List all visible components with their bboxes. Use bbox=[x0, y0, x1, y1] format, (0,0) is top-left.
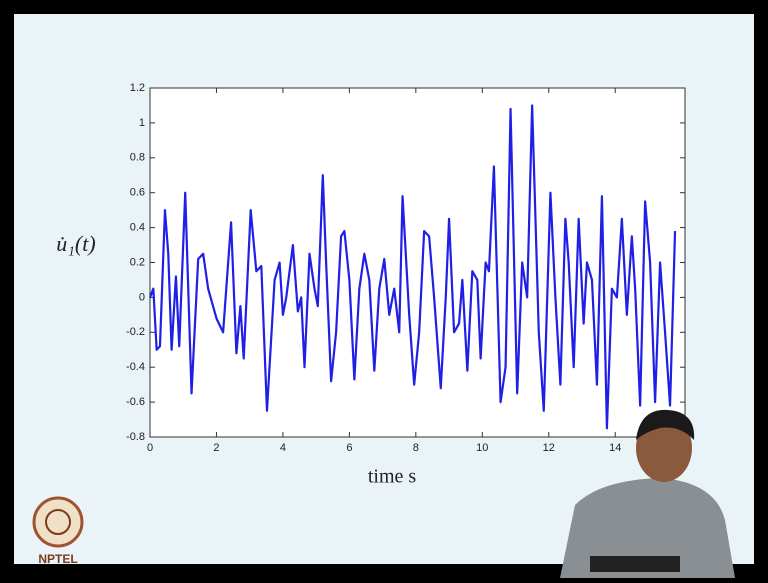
x-tick-label: 0 bbox=[147, 442, 153, 454]
logo-inner bbox=[45, 509, 71, 535]
y-tick-label: 0.4 bbox=[130, 222, 145, 234]
data-line bbox=[148, 104, 677, 430]
plot-area bbox=[149, 87, 686, 438]
x-tick-label: 12 bbox=[543, 442, 555, 454]
y-tick-label: 0.2 bbox=[130, 256, 145, 268]
presenter-shirt bbox=[560, 478, 735, 578]
x-tick-label: 2 bbox=[213, 442, 219, 454]
x-tick-label: 14 bbox=[609, 442, 621, 454]
y-tick-label: -0.2 bbox=[126, 326, 145, 338]
logo-circle bbox=[32, 496, 84, 548]
y-tick-label: 0.6 bbox=[130, 187, 145, 199]
x-tick-label: 4 bbox=[280, 442, 286, 454]
y-tick-label: -0.4 bbox=[126, 361, 145, 373]
laptop bbox=[590, 556, 680, 572]
y-tick-label: 0.8 bbox=[130, 152, 145, 164]
y-tick-label: -0.6 bbox=[126, 396, 145, 408]
y-tick-label: 0 bbox=[139, 291, 145, 303]
x-axis-label: time s bbox=[368, 466, 417, 488]
y-tick-label: 1 bbox=[139, 117, 145, 129]
presenter bbox=[560, 409, 735, 578]
x-tick-label: 8 bbox=[413, 442, 419, 454]
y-tick-label: -0.8 bbox=[126, 431, 145, 443]
x-tick-label: 6 bbox=[346, 442, 352, 454]
y-axis-label: u̇₁(t) bbox=[56, 231, 95, 256]
presenter-hair bbox=[636, 409, 695, 440]
y-tick-label: 1.2 bbox=[130, 82, 145, 94]
logo-text: NPTEL bbox=[38, 552, 77, 566]
logo: NPTEL bbox=[32, 496, 84, 566]
x-tick-label: 10 bbox=[476, 442, 488, 454]
